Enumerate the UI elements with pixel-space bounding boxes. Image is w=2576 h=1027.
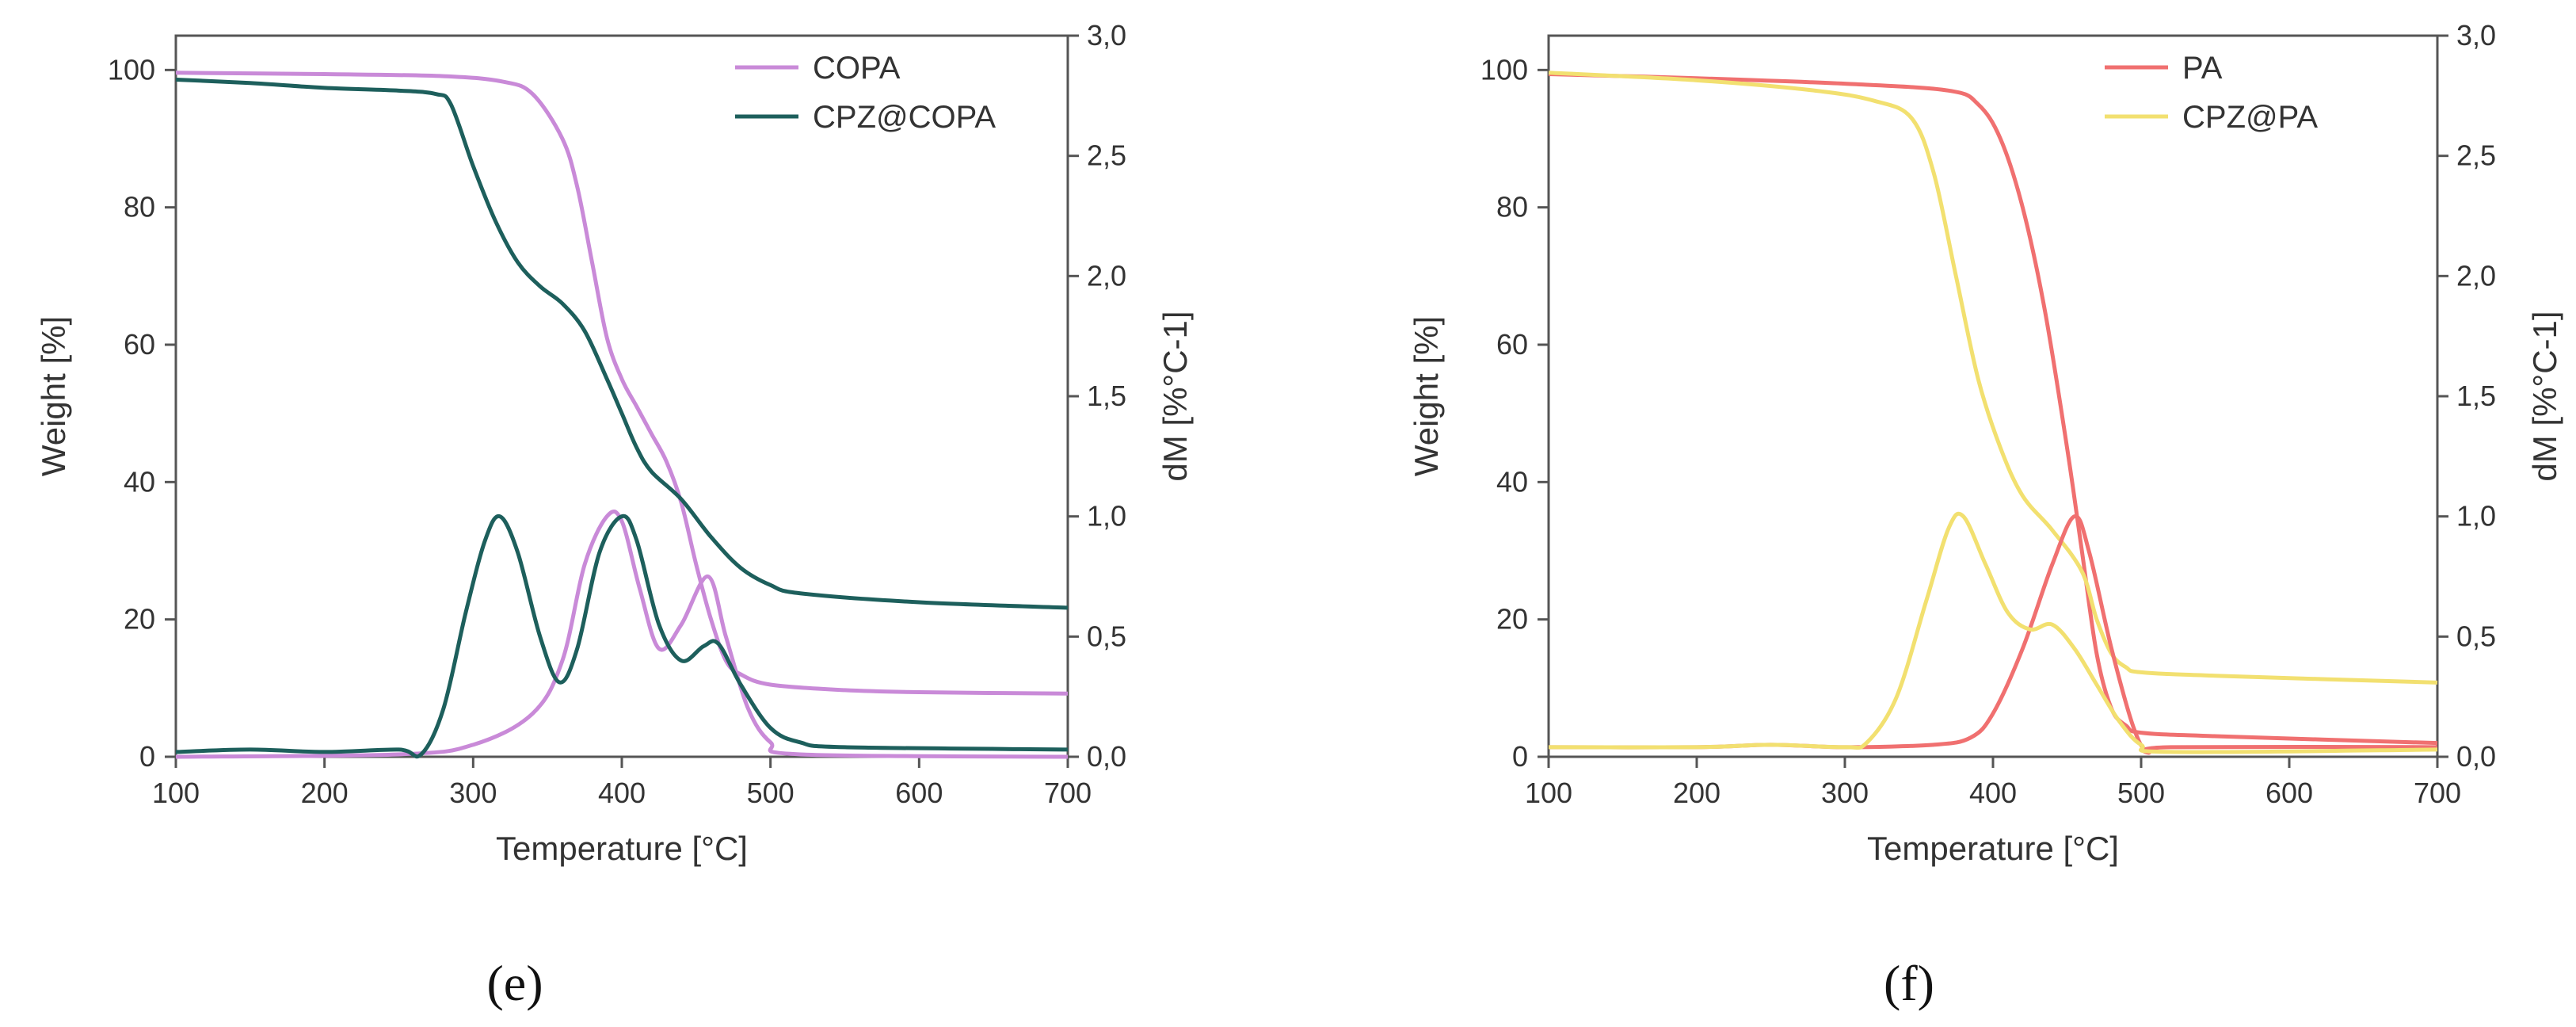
x-tick-label: 300 [449,777,497,809]
x-tick-label: 100 [152,777,200,809]
y2-tick-label: 3,0 [1087,19,1126,52]
y2-tick-label: 1,0 [1087,500,1126,533]
y2-tick-label: 1,0 [2456,500,2496,533]
x-tick-label: 100 [1525,777,1572,809]
y-tick-label: 0 [139,740,155,773]
y2-tick-label: 0,5 [1087,620,1126,652]
chart-panel-f: 100 200 300 400 500 600 700 0 20 40 60 80 100 0,0 0,5 1… [1408,19,2563,867]
plot-frame [174,34,1069,758]
y-tick-label: 40 [124,465,155,498]
x-axis-label: Temperature [°C] [1867,830,2119,867]
legend-entry: CPZ@COPA [813,100,996,135]
y2-tick-label: 0,0 [1087,740,1126,773]
y2-tick-label: 0,0 [2456,740,2496,773]
x-tick-label: 400 [1969,777,2017,809]
series-line-pa-dm [1548,514,2438,755]
x-tick-label: 500 [747,777,795,809]
series-line-copa [175,71,1069,696]
y-axis-label: Weight [%] [35,316,72,476]
x-tick-label: 700 [2414,777,2461,809]
y2-tick-label: 2,0 [1087,259,1126,292]
legend-entry: CPZ@PA [2182,100,2318,135]
legend-entry: PA [2182,51,2223,86]
panel-caption-e: (e) [486,955,543,1011]
y2-tick-label: 2,5 [2456,139,2496,172]
plot-frame [1547,34,2439,758]
series-line-cpz-pa-dm [1548,511,2438,754]
x-axis-label: Temperature [°C] [496,830,748,867]
series-line-pa [1548,72,2438,746]
x-tick-label: 200 [301,777,349,809]
y-tick-label: 60 [124,328,155,361]
y2-tick-label: 2,5 [1087,139,1126,172]
y2-axis-label: dM [%°C-1] [2526,311,2563,481]
y-tick-label: 100 [1480,53,1528,86]
y-tick-label: 60 [1496,328,1528,361]
series-line-cpz-pa [1548,71,2438,685]
x-tick-label: 600 [2265,777,2313,809]
y2-tick-label: 3,0 [2456,19,2496,52]
y-axis-label: Weight [%] [1408,316,1445,476]
x-tick-label: 200 [1673,777,1721,809]
chart-panel-e: 100 200 300 400 500 600 700 0 20 40 60 80 100 0,0 0,5 1… [35,19,1194,867]
series-line-cpz-copa-dm [175,514,1069,759]
y-tick-label: 40 [1496,465,1528,498]
series-line-copa-dm [175,510,1069,759]
x-tick-label: 400 [598,777,646,809]
x-tick-label: 500 [2117,777,2165,809]
series-line-cpz-copa [175,77,1069,610]
y-tick-label: 80 [1496,191,1528,223]
y-tick-label: 20 [1496,603,1528,636]
y-tick-label: 20 [124,603,155,636]
y-tick-label: 0 [1512,740,1528,773]
x-tick-label: 600 [895,777,943,809]
x-tick-label: 700 [1044,777,1092,809]
y2-axis-label: dM [%°C-1] [1157,311,1194,481]
legend-entry: COPA [813,51,901,86]
y2-tick-label: 2,0 [2456,259,2496,292]
y-tick-label: 80 [124,191,155,223]
x-tick-label: 300 [1821,777,1869,809]
y2-tick-label: 1,5 [2456,380,2496,412]
panel-caption-f: (f) [1884,955,1934,1011]
y2-tick-label: 0,5 [2456,620,2496,652]
y2-tick-label: 1,5 [1087,380,1126,412]
y-tick-label: 100 [108,53,155,86]
